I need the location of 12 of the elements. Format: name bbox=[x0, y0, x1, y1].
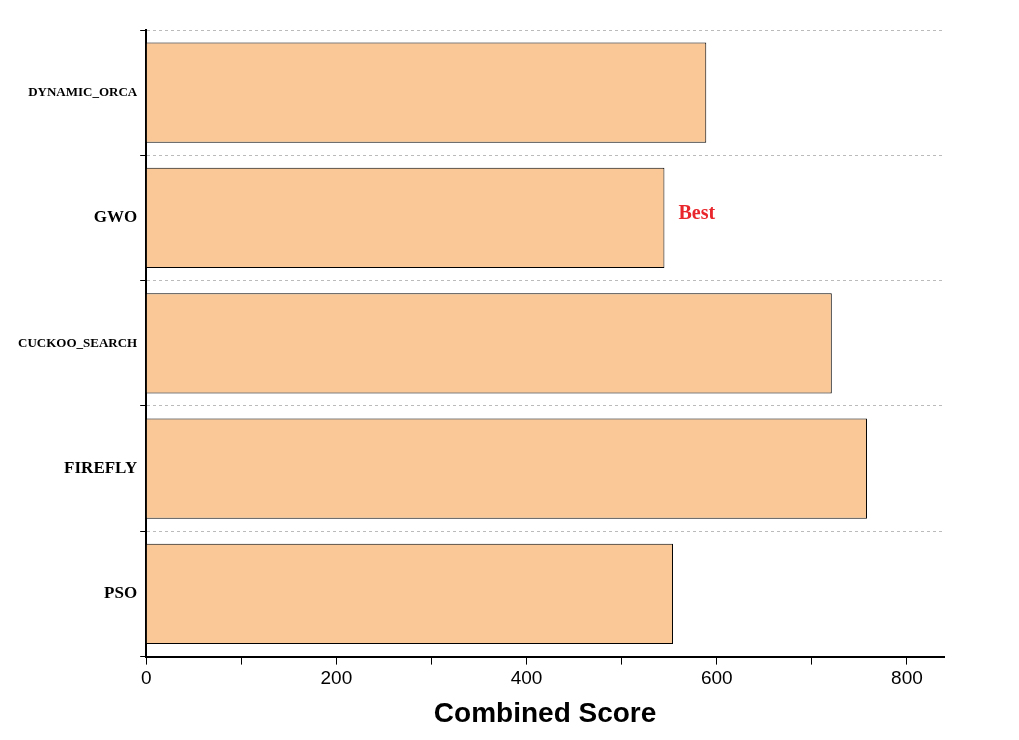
y-tick-label: CUCKOO_SEARCH bbox=[17, 334, 138, 350]
y-tick-label: FIREFLY bbox=[64, 458, 138, 478]
y-tick-label: PSO bbox=[104, 583, 138, 603]
x-axis-title: Combined Score bbox=[433, 696, 657, 728]
y-tick-label: GWO bbox=[93, 207, 138, 227]
x-tick-label: 0 bbox=[140, 667, 152, 689]
x-tick-label: 800 bbox=[891, 667, 923, 689]
x-tick-label: 200 bbox=[320, 667, 353, 689]
annotation: Best bbox=[678, 201, 716, 224]
x-tick-label: 400 bbox=[510, 667, 543, 689]
y-tick-label: DYNAMIC_ORCA bbox=[28, 84, 138, 100]
x-tick-label: 600 bbox=[700, 667, 733, 689]
